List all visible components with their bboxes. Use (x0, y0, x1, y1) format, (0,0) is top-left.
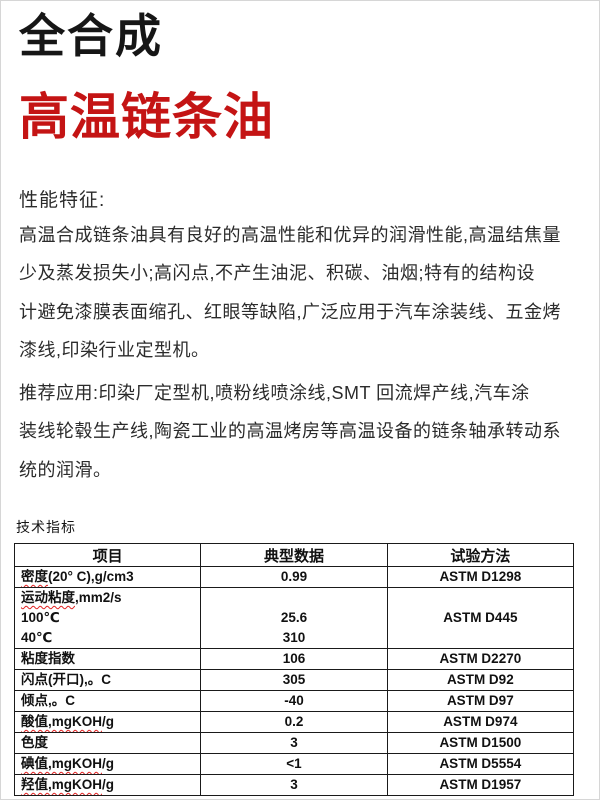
spec-method-cell: ASTM D5554 (386, 753, 575, 776)
text-line: 统的润滑。 (19, 459, 112, 480)
spec-value-cell: 25.6 310 (200, 587, 388, 650)
spellcheck-flagged-text: 碘值,mgKOH (21, 756, 102, 772)
spec-method-cell: ASTM D2270 (386, 648, 575, 671)
spec-item-cell: 密度(20° C),g/cm3 (13, 566, 202, 589)
spellcheck-flagged-text: 酸值,mgKOH (21, 714, 102, 730)
text-line: 计避免漆膜表面缩孔、红眼等缺陷,广泛应用于汽车涂装线、五金烤 (19, 301, 561, 322)
cell-text: (20° C),g/cm3 (48, 569, 134, 585)
spec-item-cell: 羟值,mgKOH/g (13, 774, 202, 797)
spec-row: 羟值,mgKOH/g 3 ASTM D1957 (13, 774, 575, 797)
product-name-title: 高温链条油 (19, 88, 274, 145)
cell-text: 40℃ (21, 630, 53, 646)
spec-method-cell: ASTM D92 (386, 669, 575, 692)
spec-method-cell: ASTM D97 (386, 690, 575, 713)
cell-text: 100℃ (21, 610, 60, 626)
spec-row: 粘度指数 106 ASTM D2270 (13, 648, 575, 671)
spec-method-cell: ASTM D1957 (386, 774, 575, 797)
performance-heading: 性能特征: (19, 189, 106, 211)
cell-text: /g (102, 777, 114, 793)
spec-item-cell: 酸值,mgKOH/g (13, 711, 202, 734)
spec-item-cell: 碘值,mgKOH/g (13, 753, 202, 776)
spec-method-cell: ASTM D445 (386, 587, 575, 650)
cell-text: 闪点(开口),。C (21, 672, 111, 688)
spec-method-cell: ASTM D1298 (386, 566, 575, 589)
spec-row: 酸值,mgKOH/g 0.2 ASTM D974 (13, 711, 575, 734)
cell-text: 倾点,。C (21, 693, 75, 709)
spec-row: 色度 3 ASTM D1500 (13, 732, 575, 755)
spec-value-cell: <1 (200, 753, 388, 776)
text-line: 漆线,印染行业定型机。 (19, 340, 210, 361)
spec-row: 倾点,。C -40 ASTM D97 (13, 690, 575, 713)
spec-item-cell: 粘度指数 (13, 648, 202, 671)
spec-item-cell: 运动粘度,mm2/s 100℃ 40℃ (13, 587, 202, 650)
spec-row: 运动粘度,mm2/s 100℃ 40℃ 25.6 310 ASTM D445 (13, 587, 575, 650)
spec-item-cell: 倾点,。C (13, 690, 202, 713)
spec-value-cell: 0.99 (200, 566, 388, 589)
spec-table: 项目 典型数据 试验方法 密度(20° C),g/cm3 0.99 ASTM D1298… (13, 543, 575, 797)
spec-item-cell: 闪点(开口),。C (13, 669, 202, 692)
product-series-title: 全合成 (19, 10, 163, 62)
spec-row: 密度(20° C),g/cm3 0.99 ASTM D1298 (13, 566, 575, 589)
text-line: 少及蒸发损失小;高闪点,不产生油泥、积碳、油烟;特有的结构设 (19, 263, 535, 284)
spec-method-cell: ASTM D974 (386, 711, 575, 734)
cell-text: /g (102, 756, 114, 772)
spec-item-cell: 色度 (13, 732, 202, 755)
spec-value-cell: 3 (200, 774, 388, 797)
spellcheck-flagged-text: 羟值,mgKOH (21, 777, 102, 793)
spellcheck-flagged-text: 密度 (21, 569, 48, 585)
spec-value-cell: -40 (200, 690, 388, 713)
text-line: 高温合成链条油具有良好的高温性能和优异的润滑性能,高温结焦量 (19, 224, 561, 245)
spellcheck-flagged-text: 运动粘度 (21, 590, 75, 606)
cell-text: 粘度指数 (21, 651, 75, 667)
cell-text: 色度 (21, 735, 48, 751)
spec-table-heading: 技术指标 (16, 519, 76, 536)
spec-value-cell: 305 (200, 669, 388, 692)
spec-row: 闪点(开口),。C 305 ASTM D92 (13, 669, 575, 692)
spec-method-cell: ASTM D1500 (386, 732, 575, 755)
spec-header-row: 项目 典型数据 试验方法 (13, 543, 575, 568)
performance-paragraph: 高温合成链条油具有良好的高温性能和优异的润滑性能,高温结焦量 少及蒸发损失小;高闪… (19, 216, 579, 370)
cell-text: ,mm2/s (75, 590, 122, 606)
text-line: 装线轮毂生产线,陶瓷工业的高温烤房等高温设备的链条轴承转动系 (19, 421, 561, 442)
spec-column-header: 典型数据 (200, 543, 388, 568)
spec-row: 碘值,mgKOH/g <1 ASTM D5554 (13, 753, 575, 776)
application-paragraph: 推荐应用:印染厂定型机,喷粉线喷涂线,SMT 回流焊产线,汽车涂装线轮毂生产线,… (19, 374, 579, 490)
spec-column-header: 试验方法 (386, 543, 575, 568)
spec-value-cell: 0.2 (200, 711, 388, 734)
spec-value-cell: 106 (200, 648, 388, 671)
spec-value-cell: 3 (200, 732, 388, 755)
text-line: 推荐应用:印染厂定型机,喷粉线喷涂线,SMT 回流焊产线,汽车涂 (19, 382, 530, 403)
cell-text: /g (102, 714, 114, 730)
spec-column-header: 项目 (13, 543, 202, 568)
